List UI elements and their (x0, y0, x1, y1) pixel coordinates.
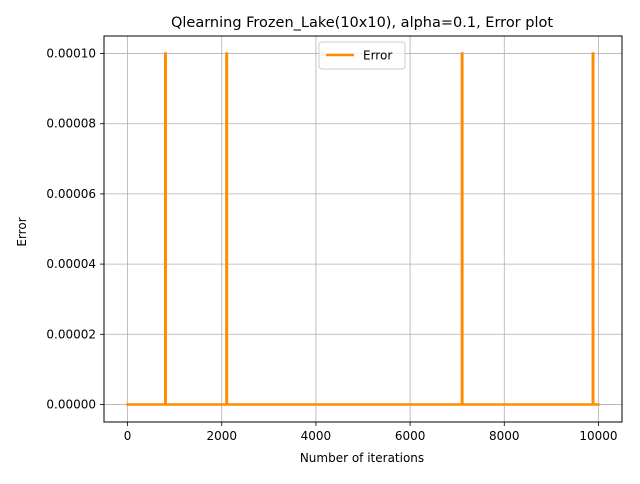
legend-label-error: Error (363, 49, 392, 63)
x-axis-label: Number of iterations (300, 451, 424, 465)
y-tick-label: 0.00004 (46, 257, 96, 271)
series-line-error (126, 52, 600, 406)
x-tick-label: 2000 (206, 429, 237, 443)
axis-ticks: 0 2000 4000 6000 8000 10000 0.00000 0.00002 0.00… (46, 47, 617, 443)
y-tick-label: 0.00002 (46, 327, 96, 341)
y-axis-label: Error (15, 217, 29, 246)
x-tick-label: 6000 (395, 429, 426, 443)
legend-box (318, 41, 406, 70)
legend: Error (318, 41, 406, 70)
x-tick-label: 8000 (489, 429, 520, 443)
series-layer (126, 52, 600, 406)
y-tick-label: 0.00000 (46, 397, 96, 411)
x-tick-label: 10000 (579, 429, 617, 443)
y-tick-label: 0.00010 (46, 47, 96, 61)
y-tick-label: 0.00006 (46, 187, 96, 201)
chart-title: Qlearning Frozen_Lake(10x10), alpha=0.1,… (171, 15, 553, 31)
y-tick-label: 0.00008 (46, 117, 96, 131)
x-tick-label: 0 (124, 429, 132, 443)
x-tick-label: 4000 (301, 429, 332, 443)
plot-frame (103, 35, 623, 423)
